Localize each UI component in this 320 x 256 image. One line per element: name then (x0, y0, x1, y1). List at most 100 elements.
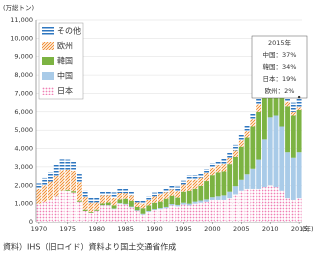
bar-segment (285, 198, 290, 222)
bar-segment (157, 190, 163, 195)
bar-segment (290, 102, 296, 112)
bar-segment (65, 189, 71, 191)
x-tick-label: 2000 (204, 225, 221, 233)
annotation-text: 韓国：34% (263, 62, 297, 71)
bar-segment (169, 204, 175, 206)
legend-swatch (42, 42, 54, 50)
bar-segment (209, 175, 215, 198)
bar-segment (227, 198, 233, 222)
bar-segment (163, 208, 169, 222)
bar-segment (152, 202, 157, 210)
bar-segment (215, 199, 221, 222)
x-tick-label: 1980 (88, 225, 105, 233)
bar-segment (82, 210, 88, 222)
bar-segment (36, 183, 42, 189)
bar-segment (163, 198, 169, 207)
bar-segment (140, 213, 146, 215)
bar-segment (290, 111, 296, 116)
bar-segment (244, 174, 250, 189)
bar-segment (128, 190, 134, 196)
y-axis-label: (万総トン) (3, 3, 34, 12)
bar-segment (157, 194, 163, 202)
bar-segment (175, 191, 181, 198)
bar-segment (140, 200, 146, 204)
chart: (万総トン) (年) 資料）IHS（旧ロイド）資料より国土交通省作成 0 1,00… (3, 3, 313, 252)
legend-label: 日本 (57, 86, 73, 96)
legend-label: 韓国 (57, 56, 73, 66)
bar-segment (105, 190, 111, 196)
bar-segment (128, 207, 134, 222)
bar-segment (233, 144, 238, 151)
bar-segment (134, 202, 140, 207)
annotation-text: 2015年 (268, 38, 292, 47)
bar-segment (140, 203, 146, 209)
y-tick-label: 11,000 (10, 16, 33, 24)
bar-segment (238, 133, 244, 141)
bar-segment (76, 182, 82, 201)
bar-segment (279, 126, 285, 191)
y-tick-label: 5,000 (14, 126, 33, 134)
bar-segment (152, 210, 157, 222)
bar-segment (250, 119, 256, 127)
x-tick-label: 2005 (233, 225, 250, 233)
bar-segment (100, 190, 105, 196)
bar-segment (140, 208, 146, 214)
bar-segment (111, 192, 117, 198)
annotation-dot (297, 95, 301, 99)
bar-segment (94, 202, 100, 210)
bar-segment (227, 191, 233, 199)
bar-segment (296, 198, 302, 222)
bar-segment (221, 195, 227, 200)
bar-segment (186, 179, 192, 191)
y-tick-label: 0 (29, 218, 33, 226)
bar-segment (59, 159, 65, 171)
bar-segment (186, 203, 192, 206)
legend-swatch (42, 27, 54, 35)
bar-segment (94, 210, 100, 222)
x-tick-label: 1975 (60, 225, 77, 233)
bar-segment (169, 205, 175, 222)
bar-segment (181, 191, 186, 203)
bar-segment (267, 185, 273, 222)
bar-segment (204, 199, 210, 202)
bar-segment (100, 205, 105, 222)
legend-label: その他 (57, 26, 81, 36)
bar-segment (163, 206, 169, 209)
bar-segment (175, 206, 181, 222)
legend-swatch (42, 57, 54, 65)
bar-segment (157, 209, 163, 222)
bar-segment (140, 214, 146, 222)
bar-segment (111, 208, 117, 210)
bar-segment (117, 203, 123, 222)
bar-segment (76, 201, 82, 222)
bar-segment (48, 199, 53, 222)
x-tick-label: 1970 (31, 225, 48, 233)
bar-segment (192, 203, 198, 222)
bar-segment (146, 199, 152, 206)
y-tick-label: 10,000 (10, 34, 33, 42)
bar-segment (198, 173, 204, 178)
bar-segment (134, 210, 140, 211)
bar-segment (296, 97, 302, 108)
bar-segment (238, 146, 244, 180)
bar-segment (279, 190, 285, 222)
annotation-box (251, 35, 308, 99)
bar-segment (204, 201, 210, 222)
bar-segment (244, 131, 250, 138)
bar-segment (65, 190, 71, 222)
bar-segment (290, 115, 296, 158)
bar-segment (163, 188, 169, 193)
bar-segment (209, 167, 215, 176)
bar-segment (198, 177, 204, 186)
bar-segment (181, 184, 186, 192)
bar-segment (244, 124, 250, 132)
bar-segment (71, 170, 77, 192)
bar-segment (192, 188, 198, 202)
bar-segment (233, 194, 238, 222)
bar-segment (71, 191, 77, 193)
bar-segment (261, 87, 267, 140)
bar-segment (123, 193, 129, 199)
bar-segment (198, 202, 204, 222)
x-axis-label: (年) (302, 224, 313, 233)
bar-segment (53, 196, 59, 222)
